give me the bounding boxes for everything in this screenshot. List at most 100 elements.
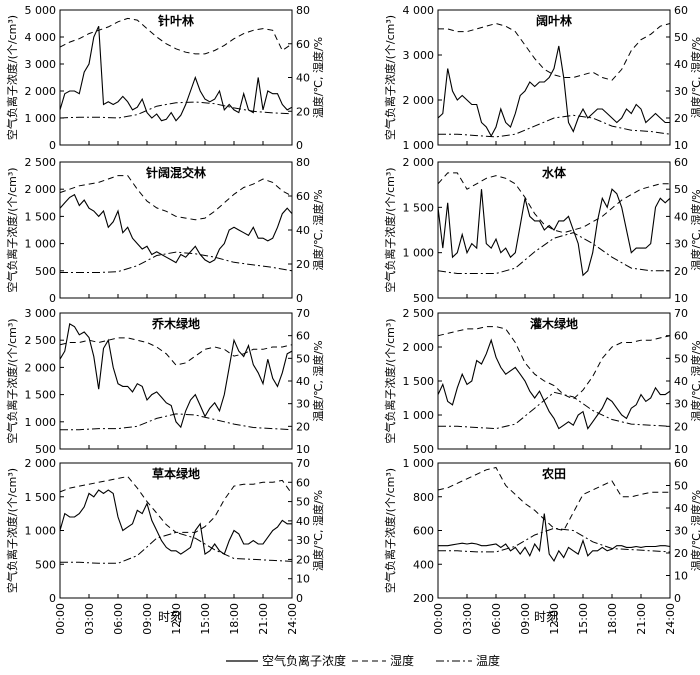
- plot-frame: [59, 9, 293, 146]
- right-tick-label: 40: [296, 224, 310, 237]
- series-humidity: [437, 466, 670, 532]
- right-tick-label: 40: [674, 375, 688, 388]
- left-tick-label: 0: [49, 292, 56, 305]
- panel-broadleaf: 阔叶林 1 000 2 000 3 000 4 000 10 20 30 40 50 60 空气负离子…: [383, 4, 700, 152]
- left-axis-label: 空气负离子浓度/(个/cm³): [383, 15, 397, 140]
- left-axis-label: 空气负离子浓度/(个/cm³): [5, 15, 19, 140]
- series-humidity: [59, 175, 293, 221]
- right-tick-label: 60: [674, 330, 688, 343]
- left-tick-label: 600: [413, 525, 434, 538]
- right-tick-label: 0: [674, 592, 681, 605]
- left-axis-label: 空气负离子浓度/(个/cm³): [383, 318, 397, 443]
- series-ion: [59, 193, 293, 264]
- x-tick-label: 21:00: [635, 603, 648, 635]
- left-tick-label: 500: [413, 292, 434, 305]
- series-ion: [438, 513, 671, 562]
- right-tick-label: 60: [674, 457, 688, 470]
- right-tick-label: 50: [674, 183, 688, 196]
- left-tick-label: 2 000: [25, 457, 57, 470]
- right-tick-label: 60: [296, 476, 310, 489]
- left-tick-label: 1 000: [25, 112, 57, 125]
- right-axis-label: 温度/℃, 湿度/%: [311, 340, 325, 421]
- right-tick-label: 0: [296, 139, 303, 152]
- series-temperature: [438, 391, 671, 430]
- panel-shrub-green: 灌木绿地 500 1 000 1 500 2 000 2 500 10 20 30 40 50 60 7…: [383, 307, 700, 456]
- panel-coniferous: 针叶林 0 1 000 2 000 3 000 4 000 5 000 0 20 40 60 80 空气…: [5, 4, 325, 152]
- x-axis-title-right: 时刻: [534, 610, 558, 624]
- left-tick-label: 200: [413, 592, 434, 605]
- left-tick-label: 3 000: [403, 49, 435, 62]
- left-tick-label: 1 000: [403, 457, 435, 470]
- x-tick-label: 12:00: [548, 603, 561, 635]
- left-tick-label: 1 500: [403, 201, 435, 214]
- left-tick-label: 2 000: [25, 85, 57, 98]
- left-tick-label: 500: [413, 443, 434, 456]
- x-tick-label: 00:00: [54, 603, 67, 635]
- right-axis-label: 温度/℃, 湿度/%: [689, 37, 700, 118]
- right-tick-label: 80: [296, 4, 310, 17]
- right-tick-label: 10: [674, 292, 688, 305]
- right-tick-label: 20: [296, 258, 310, 271]
- right-tick-label: 20: [296, 420, 310, 433]
- plot-frame: [437, 312, 671, 450]
- right-axis-label: 温度/℃, 湿度/%: [311, 37, 325, 118]
- panel-mixed: 针阔混交林 0 500 1 000 1 500 2 000 2 500 0 20 40 60 80 空气…: [5, 156, 325, 305]
- series-humidity: [437, 326, 671, 400]
- left-tick-label: 4 000: [25, 31, 57, 44]
- left-axis-label: 空气负离子浓度/(个/cm³): [383, 468, 397, 593]
- right-tick-label: 40: [674, 58, 688, 71]
- right-tick-label: 0: [296, 292, 303, 305]
- x-tick-label: 18:00: [606, 603, 619, 635]
- x-tick-label: 09:00: [519, 603, 532, 635]
- panels: 针叶林 0 1 000 2 000 3 000 4 000 5 000 0 20 40 60 80 空气…: [5, 4, 700, 635]
- left-axis-label: 空气负离子浓度/(个/cm³): [5, 468, 19, 593]
- right-tick-label: 20: [296, 105, 310, 118]
- left-tick-label: 1 000: [403, 409, 435, 422]
- panel-title: 针叶林: [158, 13, 194, 28]
- x-tick-label: 24:00: [664, 603, 677, 635]
- x-tick-label: 00:00: [432, 603, 445, 635]
- left-tick-label: 2 000: [403, 94, 435, 107]
- right-tick-label: 40: [674, 210, 688, 223]
- series-humidity: [59, 17, 293, 55]
- right-tick-label: 50: [296, 352, 310, 365]
- right-axis-label: 温度/℃, 湿度/%: [311, 189, 325, 270]
- left-tick-label: 500: [35, 265, 56, 278]
- left-tick-label: 2 000: [403, 341, 435, 354]
- plot-frame: [437, 462, 671, 599]
- right-tick-label: 30: [674, 85, 688, 98]
- right-tick-label: 60: [296, 190, 310, 203]
- series-ion: [59, 25, 293, 122]
- series-ion: [59, 323, 293, 429]
- right-tick-label: 20: [674, 265, 688, 278]
- right-tick-label: 40: [296, 72, 310, 85]
- right-tick-label: 20: [296, 553, 310, 566]
- series-temperature: [60, 531, 293, 564]
- left-tick-label: 1 000: [25, 525, 57, 538]
- left-tick-label: 500: [35, 558, 56, 571]
- right-tick-label: 30: [674, 525, 688, 538]
- series-temperature: [438, 114, 671, 138]
- panel-tree-green: 乔木绿地 500 1 000 1 500 2 000 2 500 3 000 10 20 30 40…: [5, 307, 325, 456]
- left-axis-label: 空气负离子浓度/(个/cm³): [5, 318, 19, 443]
- series-humidity: [438, 22, 671, 81]
- right-tick-label: 30: [296, 398, 310, 411]
- right-tick-label: 30: [674, 238, 688, 251]
- right-tick-label: 40: [296, 515, 310, 528]
- left-tick-label: 2 000: [25, 361, 57, 374]
- panel-herb-green: 草本绿地 0 500 1 000 1 500 2 000 0 10 20 30 40 50 60 70 00…: [5, 457, 325, 635]
- right-tick-label: 70: [296, 307, 310, 320]
- series-temperature: [60, 413, 293, 431]
- x-tick-label: 15:00: [199, 603, 212, 635]
- left-tick-label: 1 000: [403, 139, 435, 152]
- series-ion: [59, 489, 292, 556]
- left-tick-label: 1 500: [25, 210, 57, 223]
- right-tick-label: 70: [296, 457, 310, 470]
- legend-label-ion: 空气负离子浓度: [262, 653, 346, 668]
- legend-label-temperature: 温度: [476, 653, 500, 668]
- x-tick-label: 24:00: [286, 603, 299, 635]
- panel-water: 水体 500 1 000 1 500 2 000 10 20 30 40 50 60 空气负离子浓度/…: [383, 156, 700, 305]
- left-tick-label: 2 000: [403, 156, 435, 169]
- right-tick-label: 10: [674, 443, 688, 456]
